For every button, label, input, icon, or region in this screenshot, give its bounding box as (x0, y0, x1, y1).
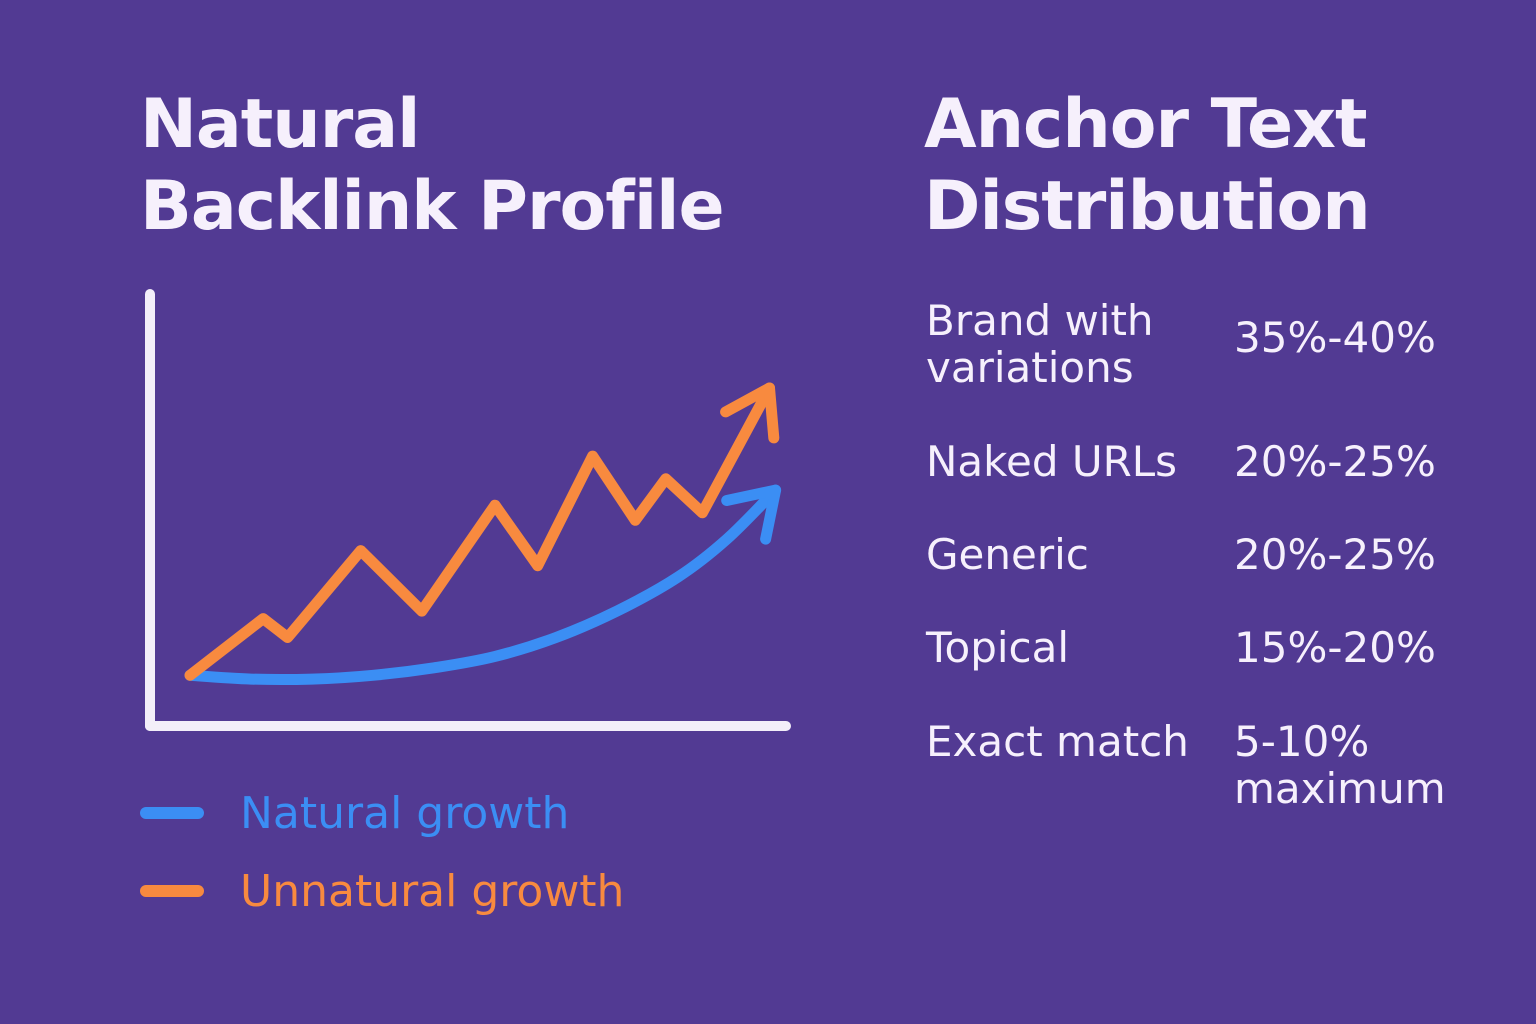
distribution-label-line1: Generic (926, 530, 1089, 579)
chart-title: Natural Backlink Profile (140, 84, 725, 248)
distribution-title-line2: Distribution (924, 167, 1371, 246)
distribution-value-line1: 20%-25% (1234, 530, 1436, 579)
chart-title-line1: Natural (140, 85, 420, 164)
legend-label-unnatural: Unnatural growth (240, 865, 625, 917)
distribution-label-line1: Exact match (926, 717, 1189, 766)
distribution-value: 20%-25% (1234, 438, 1484, 485)
chart-title-line2: Backlink Profile (140, 167, 725, 246)
distribution-label-line1: Topical (926, 623, 1070, 672)
distribution-value-line1: 35%-40% (1234, 313, 1436, 362)
distribution-value: 35%-40% (1234, 314, 1484, 361)
distribution-label: Naked URLs (926, 438, 1216, 485)
legend-swatch-unnatural (140, 885, 204, 897)
legend-label-natural: Natural growth (240, 787, 570, 839)
distribution-label-line2: variations (926, 343, 1134, 392)
distribution-value-line1: 5-10% (1234, 717, 1370, 766)
distribution-title: Anchor Text Distribution (924, 84, 1371, 248)
legend-item-unnatural: Unnatural growth (140, 865, 625, 917)
distribution-value: 20%-25% (1234, 531, 1484, 578)
distribution-value: 15%-20% (1234, 624, 1484, 671)
distribution-label: Topical (926, 624, 1216, 671)
legend-swatch-natural (140, 807, 204, 819)
distribution-value-line1: 15%-20% (1234, 623, 1436, 672)
distribution-value-line1: 20%-25% (1234, 437, 1436, 486)
series-line-natural-growth (184, 484, 782, 686)
distribution-label: Brand with variations (926, 297, 1216, 391)
series-line-unnatural-growth (184, 382, 775, 681)
legend-item-natural: Natural growth (140, 787, 570, 839)
distribution-label: Generic (926, 531, 1216, 578)
distribution-value: 5-10% maximum (1234, 718, 1484, 812)
arrow-head-natural-growth (721, 484, 782, 545)
distribution-title-line1: Anchor Text (924, 85, 1368, 164)
distribution-label: Exact match (926, 718, 1216, 765)
distribution-value-line2: maximum (1234, 764, 1446, 813)
arrow-head-unnatural-growth (720, 382, 780, 444)
distribution-label-line1: Brand with (926, 296, 1154, 345)
distribution-label-line1: Naked URLs (926, 437, 1178, 486)
